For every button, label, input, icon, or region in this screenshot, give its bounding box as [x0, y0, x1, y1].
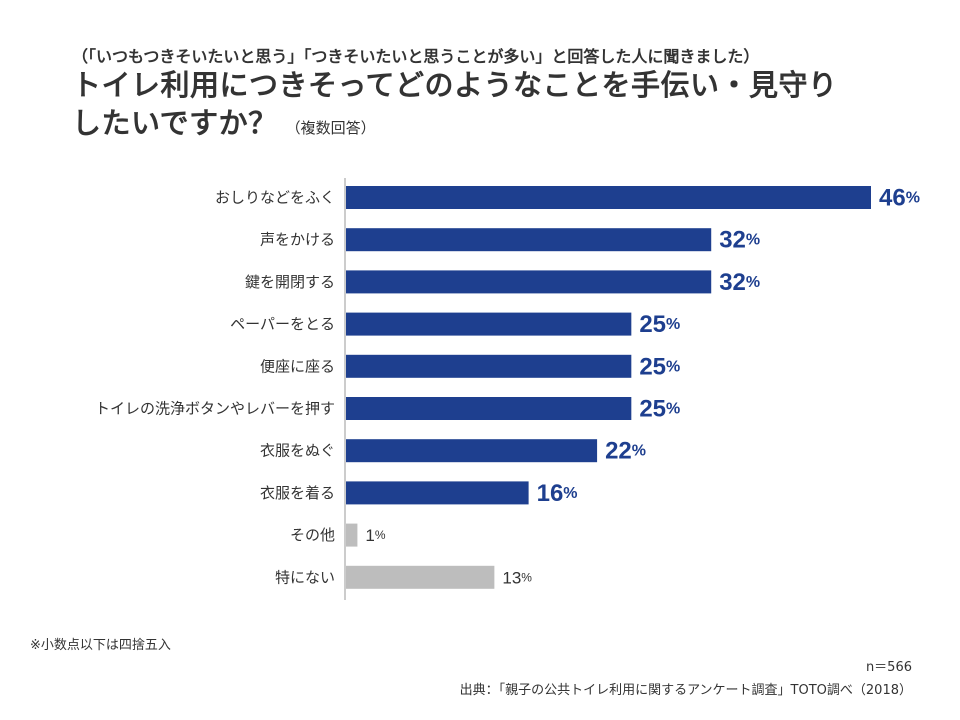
value-label: 22%: [605, 437, 646, 464]
bar: [346, 186, 871, 209]
title-line-2: したいですか？ （複数回答）: [72, 104, 922, 147]
value-label: 32%: [719, 226, 760, 253]
bar: [346, 228, 712, 252]
title-line-1: トイレ利用につきそってどのようなことを手伝い・見守り: [72, 68, 838, 102]
value-label: 13%: [502, 568, 532, 587]
category-label: 便座に座る: [260, 357, 335, 375]
bar: [346, 439, 598, 463]
value-label: 16%: [537, 479, 578, 506]
value-label: 25%: [639, 353, 680, 380]
category-label: 鍵を開閉する: [245, 273, 335, 291]
category-label: ペーパーをとる: [230, 315, 335, 333]
category-label: 特にない: [275, 568, 335, 586]
bar: [346, 397, 632, 420]
title-line-2-text: したいですか？: [72, 106, 278, 140]
title-note: （複数回答）: [285, 119, 376, 137]
chart-subtitle: （「いつもつきそいたいと思う」「つきそいたいと思うことが多い」と回答した人に聞き…: [72, 47, 760, 66]
chart-title: トイレ利用につきそってどのようなことを手伝い・見守り したいですか？ （複数回答）: [72, 66, 922, 147]
bar: [346, 270, 712, 294]
category-label: 衣服を着る: [260, 484, 335, 502]
value-label: 1%: [365, 526, 385, 545]
bar: [346, 354, 632, 378]
category-label: トイレの洗浄ボタンやレバーを押す: [95, 400, 335, 418]
value-label: 25%: [639, 311, 680, 338]
category-label: 衣服をぬぐ: [260, 442, 335, 460]
value-label: 32%: [719, 268, 760, 295]
category-label: おしりなどをふく: [215, 189, 335, 207]
category-label: 声をかける: [260, 231, 335, 249]
value-label: 25%: [639, 395, 680, 422]
sample-size: n＝566: [865, 660, 912, 675]
value-label: 46%: [879, 184, 920, 211]
footnote: ※小数点以下は四捨五入: [30, 638, 171, 653]
bar: [346, 481, 529, 505]
bar: [346, 312, 632, 336]
bar: [346, 523, 358, 547]
category-label: その他: [290, 526, 335, 544]
source-note: 出典：「親子の公共トイレ利用に関するアンケート調査」TOTO調べ（2018）: [459, 683, 912, 698]
bar: [346, 565, 495, 589]
